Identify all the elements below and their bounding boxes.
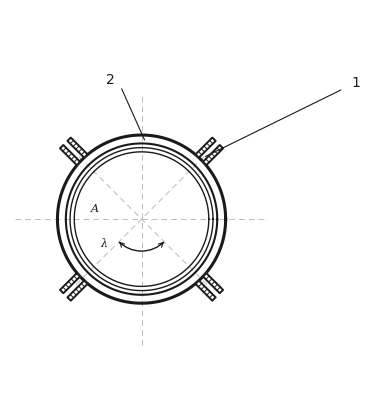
Polygon shape bbox=[203, 145, 223, 165]
Text: 1: 1 bbox=[352, 76, 361, 90]
Text: λ: λ bbox=[100, 240, 107, 249]
Polygon shape bbox=[60, 145, 80, 165]
Polygon shape bbox=[203, 273, 223, 293]
Polygon shape bbox=[68, 138, 88, 158]
Polygon shape bbox=[196, 138, 215, 158]
Text: 2: 2 bbox=[106, 74, 115, 88]
Polygon shape bbox=[196, 281, 215, 301]
Polygon shape bbox=[68, 281, 88, 301]
Text: A: A bbox=[91, 204, 99, 214]
Polygon shape bbox=[60, 273, 80, 293]
